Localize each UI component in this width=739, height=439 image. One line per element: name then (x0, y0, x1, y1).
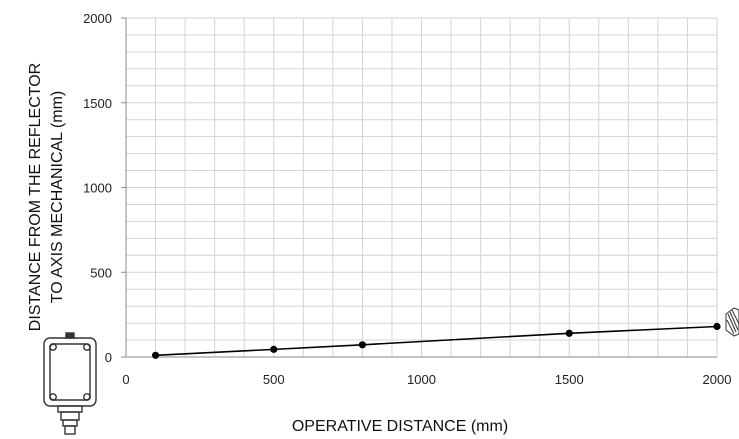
y-axis-title-line-2: TO AXIS MECHANICAL (mm) (49, 91, 66, 303)
x-axis-title: OPERATIVE DISTANCE (mm) (292, 418, 508, 435)
sensor-body-icon (43, 332, 97, 435)
grid (126, 17, 718, 357)
y-tick-label: 1000 (83, 181, 112, 196)
y-tick-label: 0 (105, 350, 112, 365)
x-tick-label: 1000 (407, 372, 436, 387)
y-tick-label: 1500 (83, 96, 112, 111)
y-axis-title-line-1: DISTANCE FROM THE REFLECTOR (27, 63, 44, 331)
data-point (270, 345, 278, 353)
data-point (713, 322, 721, 331)
data-point (565, 329, 573, 337)
data-point (151, 351, 160, 359)
axes (121, 17, 717, 358)
y-tick-label: 2000 (83, 11, 112, 26)
series-layer (151, 322, 721, 359)
reflector-icon (725, 307, 739, 337)
x-tick-label: 2000 (703, 372, 732, 387)
x-tick-label: 500 (263, 372, 285, 387)
series-line (155, 325, 718, 357)
data-point (358, 341, 366, 349)
y-tick-label: 500 (90, 265, 112, 280)
x-tick-label: 0 (122, 372, 129, 387)
tick-labels: 0 500 1000 1500 2000 0 500 1000 1500 2000 (83, 11, 731, 387)
x-tick-label: 1500 (555, 372, 584, 387)
